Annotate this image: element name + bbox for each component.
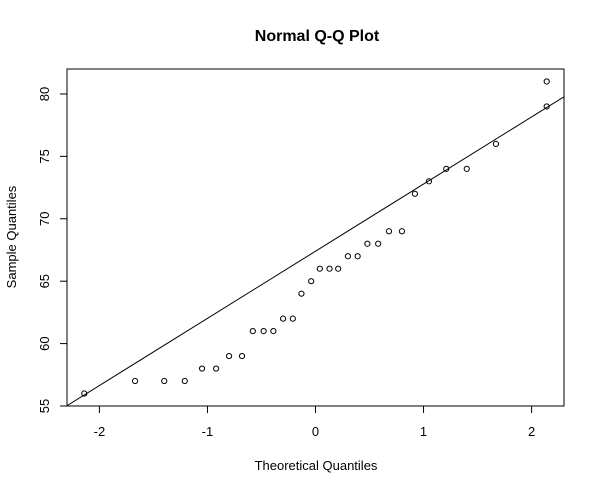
data-point bbox=[249, 328, 256, 335]
y-axis-label: Sample Quantiles bbox=[4, 185, 19, 288]
y-tick-label: 70 bbox=[37, 212, 52, 226]
data-point bbox=[316, 265, 323, 272]
x-axis-label: Theoretical Quantiles bbox=[255, 458, 378, 473]
data-point bbox=[411, 190, 418, 197]
data-point bbox=[364, 240, 371, 247]
data-point bbox=[443, 165, 450, 172]
data-point bbox=[543, 103, 550, 110]
x-tick-label: 2 bbox=[528, 424, 535, 439]
data-point bbox=[81, 390, 88, 397]
y-tick-label: 75 bbox=[37, 149, 52, 163]
x-tick-label: -2 bbox=[94, 424, 106, 439]
data-point bbox=[270, 328, 277, 335]
data-point bbox=[425, 178, 433, 185]
x-axis: -2 -1 0 1 2 bbox=[94, 405, 535, 439]
data-point bbox=[213, 365, 220, 372]
qq-reference-line bbox=[67, 96, 564, 406]
data-point bbox=[335, 265, 342, 272]
data-point bbox=[181, 377, 188, 385]
data-point bbox=[354, 253, 361, 260]
x-tick-label: 0 bbox=[312, 424, 319, 439]
y-tick-label: 60 bbox=[37, 336, 52, 350]
data-point bbox=[289, 315, 296, 322]
data-point bbox=[279, 315, 287, 322]
y-tick-label: 65 bbox=[37, 274, 52, 288]
data-point bbox=[385, 228, 393, 235]
data-point bbox=[344, 253, 352, 260]
data-point bbox=[298, 290, 305, 297]
data-point bbox=[131, 377, 139, 385]
data-point bbox=[161, 377, 168, 385]
data-point bbox=[492, 140, 500, 147]
plot-area bbox=[67, 78, 564, 406]
y-axis: 55 60 65 70 75 80 bbox=[37, 87, 68, 413]
data-point bbox=[375, 240, 382, 247]
y-tick-label: 55 bbox=[37, 399, 52, 413]
chart-title: Normal Q-Q Plot bbox=[255, 28, 380, 45]
data-point bbox=[238, 352, 246, 360]
data-point bbox=[198, 365, 206, 372]
x-tick-label: 1 bbox=[420, 424, 427, 439]
data-point bbox=[543, 78, 550, 85]
y-tick-label: 80 bbox=[37, 87, 52, 101]
data-point bbox=[463, 165, 470, 172]
x-tick-label: -1 bbox=[202, 424, 214, 439]
data-point bbox=[326, 265, 333, 272]
data-point bbox=[225, 352, 233, 360]
plot-frame bbox=[66, 68, 565, 407]
data-point bbox=[308, 278, 315, 285]
data-point bbox=[398, 228, 406, 235]
data-point bbox=[260, 328, 267, 335]
